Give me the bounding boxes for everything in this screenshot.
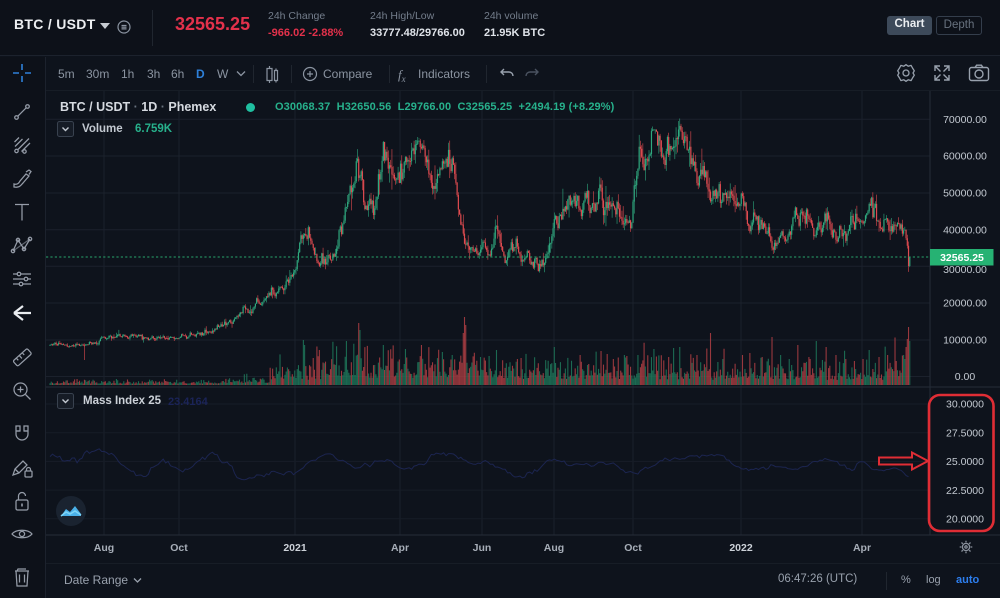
svg-text:20.0000: 20.0000	[946, 514, 984, 526]
svg-text:27.5000: 27.5000	[946, 427, 984, 439]
svg-text:25.0000: 25.0000	[946, 456, 984, 468]
svg-text:Apr: Apr	[853, 542, 871, 554]
svg-text:Jun: Jun	[473, 542, 492, 554]
svg-text:30.0000: 30.0000	[946, 399, 984, 411]
svg-text:0.00: 0.00	[955, 371, 976, 383]
svg-text:Oct: Oct	[624, 542, 642, 554]
svg-text:60000.00: 60000.00	[943, 151, 987, 163]
svg-text:Apr: Apr	[391, 542, 409, 554]
svg-text:Aug: Aug	[94, 542, 114, 554]
svg-text:30000.00: 30000.00	[943, 264, 987, 276]
svg-text:50000.00: 50000.00	[943, 188, 987, 200]
svg-text:22.5000: 22.5000	[946, 485, 984, 497]
svg-text:Aug: Aug	[544, 542, 564, 554]
svg-text:70000.00: 70000.00	[943, 114, 987, 126]
svg-text:2021: 2021	[283, 542, 307, 554]
svg-text:32565.25: 32565.25	[940, 252, 984, 264]
svg-text:40000.00: 40000.00	[943, 225, 987, 237]
svg-text:10000.00: 10000.00	[943, 335, 987, 347]
svg-text:2022: 2022	[729, 542, 753, 554]
svg-text:20000.00: 20000.00	[943, 298, 987, 310]
svg-text:Oct: Oct	[170, 542, 188, 554]
